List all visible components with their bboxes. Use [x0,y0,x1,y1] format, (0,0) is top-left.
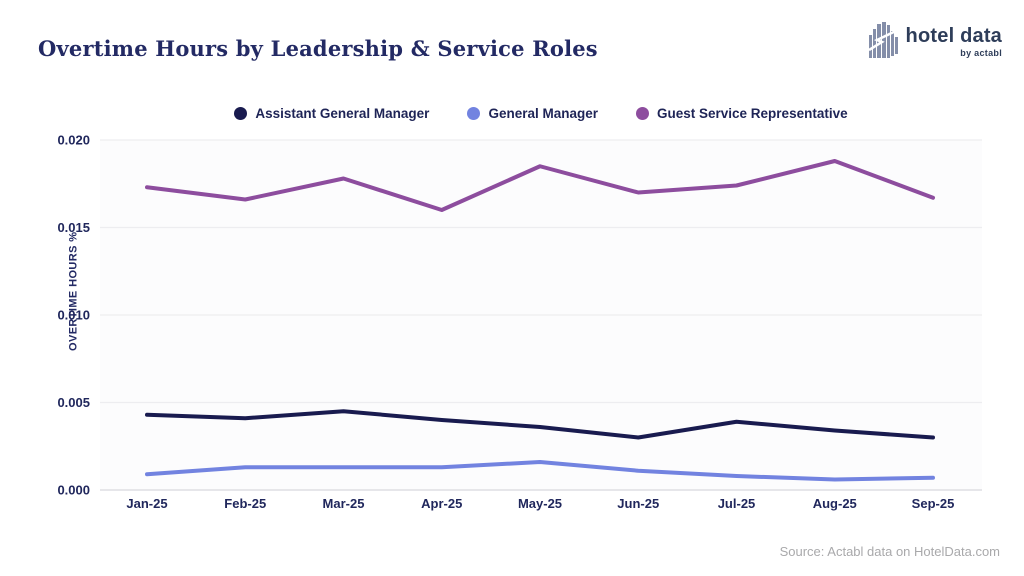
logo-byline: by actabl [960,47,1002,58]
brand-logo: hotel data by actabl [868,22,1002,60]
legend-dot-icon [234,107,248,120]
x-tick-label: Sep-25 [912,496,955,511]
x-tick-label: Aug-25 [813,496,857,511]
x-tick-label: Jul-25 [718,496,756,511]
legend-dot-icon [636,107,649,120]
y-tick-label: 0.005 [57,395,90,410]
legend-item[interactable]: Assistant General Manager [234,106,429,121]
x-tick-label: Jan-25 [126,496,167,511]
y-tick-label: 0.010 [57,308,90,323]
x-tick-label: Mar-25 [323,496,365,511]
chart-title: Overtime Hours by Leadership & Service R… [38,36,598,61]
chart-legend: Assistant General Manager General Manager… [100,106,982,121]
series-line [145,460,935,482]
source-note: Source: Actabl data on HotelData.com [779,544,1000,559]
legend-label: Assistant General Manager [255,106,430,121]
legend-dot-icon [467,107,481,120]
x-tick-label: Feb-25 [224,496,266,511]
y-tick-label: 0.000 [57,483,90,498]
x-tick-label: Jun-25 [617,496,659,511]
legend-label: Guest Service Representative [657,106,848,121]
series-line [145,159,935,212]
logo-brand: hotel data [905,24,1002,47]
y-tick-label: 0.020 [57,133,90,148]
x-tick-label: May-25 [518,496,562,511]
y-tick-label: 0.015 [57,220,90,235]
hotel-data-building-icon [868,22,899,58]
series-line [145,409,935,440]
legend-item[interactable]: Guest Service Representative [636,106,848,121]
legend-item[interactable]: General Manager [467,106,598,121]
x-tick-label: Apr-25 [421,496,462,511]
logo-text: hotel data by actabl [906,25,1002,58]
legend-label: General Manager [488,106,598,121]
